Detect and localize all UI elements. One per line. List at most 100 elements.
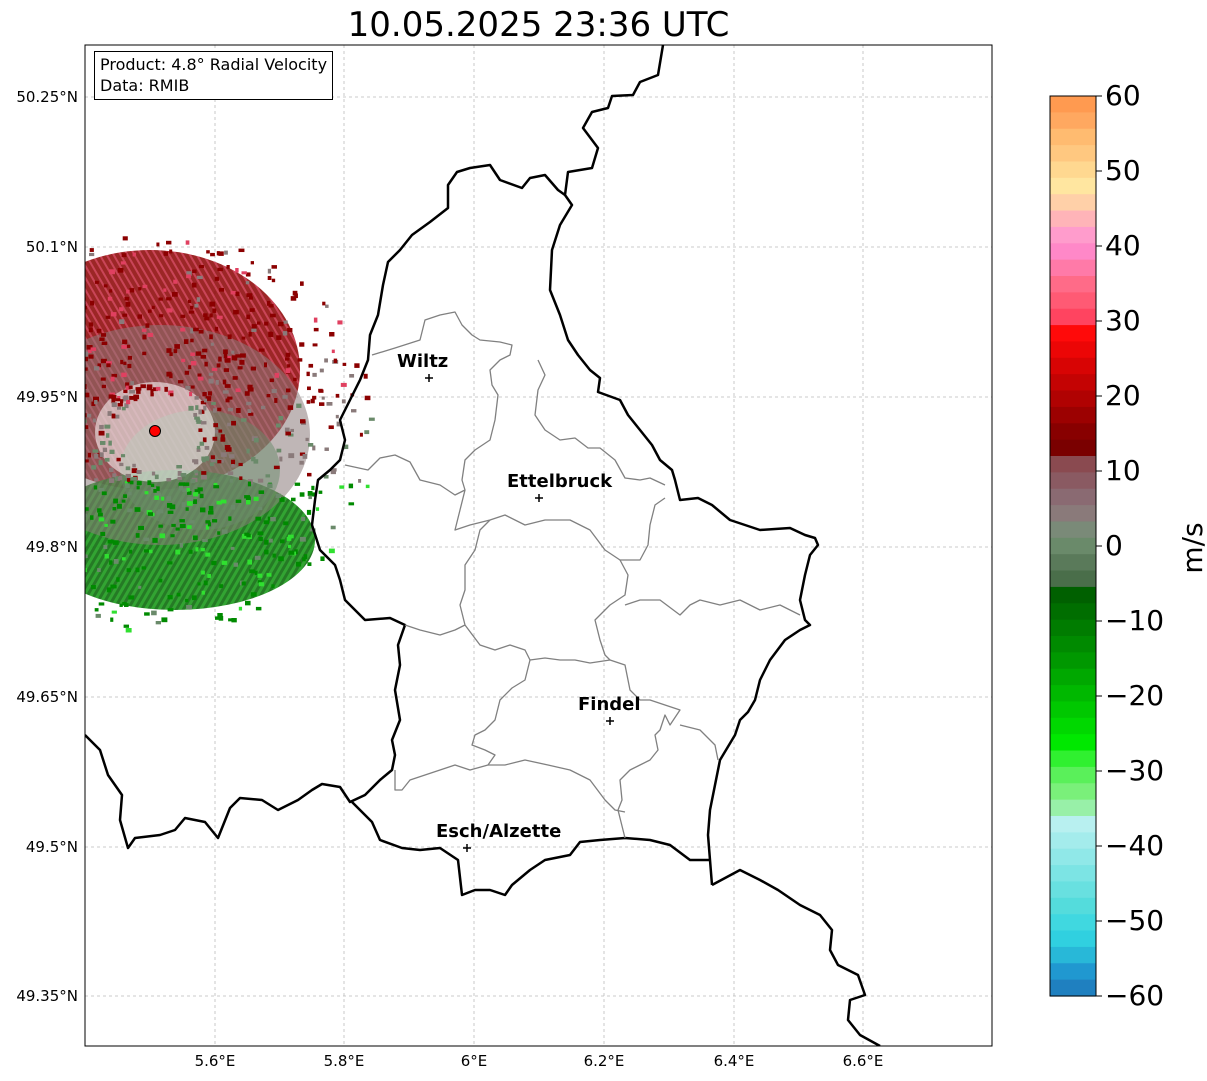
- radar-pixel: [288, 544, 292, 549]
- colorbar-band: [1050, 472, 1096, 490]
- product-info-box: Product: 4.8° Radial Velocity Data: RMIB: [94, 51, 334, 100]
- radar-pixel: [321, 396, 325, 400]
- radar-pixel: [146, 384, 153, 389]
- radar-pixel: [156, 510, 160, 515]
- radar-pixel: [217, 407, 222, 412]
- radar-pixel: [244, 391, 250, 396]
- colorbar-tick-label: −20: [1105, 679, 1165, 712]
- radar-pixel: [297, 358, 303, 362]
- radar-pixel: [55, 491, 59, 494]
- radar-pixel: [277, 321, 284, 327]
- radar-pixel: [283, 521, 289, 526]
- radar-pixel: [131, 476, 137, 481]
- radar-pixel: [154, 495, 160, 500]
- radar-pixel: [194, 472, 198, 476]
- radar-pixel: [100, 441, 106, 445]
- radar-pixel: [40, 579, 45, 584]
- radar-pixel: [119, 307, 124, 312]
- radar-pixel: [232, 376, 238, 380]
- radar-pixel: [121, 499, 126, 503]
- radar-pixel: [35, 590, 38, 593]
- radar-pixel: [38, 291, 43, 295]
- radar-pixel: [85, 513, 87, 518]
- radar-pixel: [151, 471, 156, 476]
- colorbar-band: [1050, 243, 1096, 261]
- radar-pixel: [128, 385, 133, 389]
- radar-pixel: [200, 355, 207, 359]
- radar-pixel: [150, 483, 155, 488]
- radar-pixel: [34, 361, 37, 365]
- radar-pixel: [324, 358, 328, 363]
- radar-pixel: [217, 531, 221, 535]
- radar-pixel: [210, 458, 217, 462]
- radar-pixel: [34, 465, 37, 469]
- radar-pixel: [129, 389, 135, 394]
- radar-pixel: [245, 600, 251, 606]
- colorbar-band: [1050, 783, 1096, 801]
- radar-pixel: [203, 405, 207, 411]
- radar-pixel: [91, 465, 97, 470]
- radar-pixel: [141, 328, 147, 332]
- radar-pixel: [3, 383, 7, 387]
- radar-pixel: [200, 421, 207, 425]
- radar-pixel: [300, 281, 304, 286]
- radar-pixel: [145, 323, 150, 328]
- radar-pixel: [151, 610, 157, 616]
- radar-pixel: [231, 350, 235, 354]
- radar-pixel: [249, 308, 255, 312]
- radar-pixel: [129, 288, 135, 293]
- radar-pixel: [28, 283, 33, 288]
- radar-pixel: [164, 386, 168, 392]
- radar-pixel: [94, 366, 100, 371]
- colorbar-band: [1050, 865, 1096, 883]
- radar-pixel: [186, 488, 190, 492]
- radar-pixel: [169, 504, 176, 510]
- colorbar-band: [1050, 554, 1096, 572]
- radar-pixel: [40, 513, 46, 518]
- radar-pixel: [124, 344, 131, 348]
- radar-pixel: [200, 400, 207, 405]
- radar-pixel: [218, 616, 224, 621]
- radar-pixel: [223, 368, 230, 372]
- radar-pixel: [78, 286, 82, 291]
- radar-pixel: [299, 536, 306, 542]
- radar-pixel: [29, 332, 34, 336]
- radar-pixel: [177, 476, 183, 480]
- map-title: 10.05.2025 23:36 UTC: [347, 5, 730, 45]
- radar-pixel: [31, 280, 36, 284]
- radar-pixel: [208, 378, 214, 384]
- radar-pixel: [189, 391, 193, 397]
- radar-pixel: [122, 313, 128, 317]
- radar-pixel: [190, 352, 196, 357]
- city-markers: [425, 374, 614, 852]
- radar-pixel: [312, 445, 316, 451]
- radar-pixel: [85, 392, 90, 398]
- radar-pixel: [247, 409, 252, 413]
- colorbar-tick-label: 50: [1105, 154, 1141, 187]
- radar-pixel: [70, 513, 74, 517]
- radar-pixel: [147, 512, 154, 516]
- radar-pixel: [101, 491, 107, 496]
- radar-pixel: [149, 549, 153, 554]
- radar-pixel: [329, 332, 335, 337]
- radar-pixel: [108, 440, 112, 446]
- radar-pixel: [80, 439, 84, 443]
- radar-pixel: [129, 396, 135, 400]
- radar-pixel: [46, 475, 52, 480]
- radar-pixel: [328, 425, 334, 430]
- radar-pixel: [365, 484, 370, 489]
- radar-pixel: [27, 590, 32, 595]
- radar-pixel: [0, 528, 4, 532]
- radar-pixel: [111, 398, 116, 404]
- radar-pixel: [42, 303, 47, 308]
- radar-pixel: [291, 497, 296, 502]
- radar-pixel: [55, 428, 58, 432]
- radar-pixel: [169, 373, 173, 379]
- radar-pixel: [230, 291, 237, 295]
- radar-pixel: [204, 398, 208, 403]
- radar-pixel: [294, 293, 298, 299]
- radar-pixel: [121, 253, 127, 258]
- radar-pixel: [125, 483, 130, 489]
- radar-pixel: [173, 349, 178, 354]
- radar-pixel: [47, 467, 51, 471]
